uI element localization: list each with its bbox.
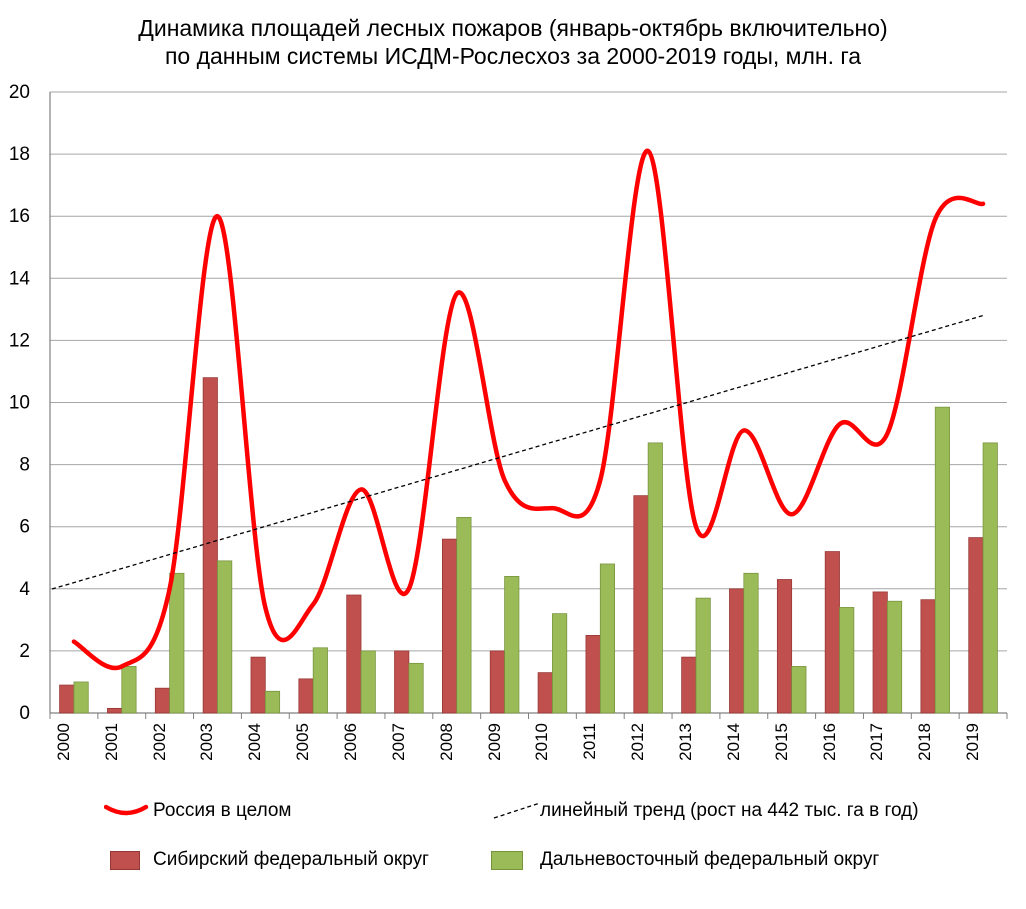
svg-text:16: 16 (9, 206, 30, 227)
svg-text:6: 6 (19, 517, 30, 538)
svg-text:4: 4 (19, 579, 30, 600)
svg-text:10: 10 (9, 393, 30, 414)
svg-text:14: 14 (9, 268, 31, 289)
svg-text:0: 0 (19, 703, 30, 724)
svg-text:12: 12 (9, 330, 30, 351)
svg-text:18: 18 (9, 144, 30, 165)
svg-text:8: 8 (19, 455, 30, 476)
svg-text:20: 20 (9, 82, 30, 103)
svg-text:2: 2 (19, 641, 30, 662)
